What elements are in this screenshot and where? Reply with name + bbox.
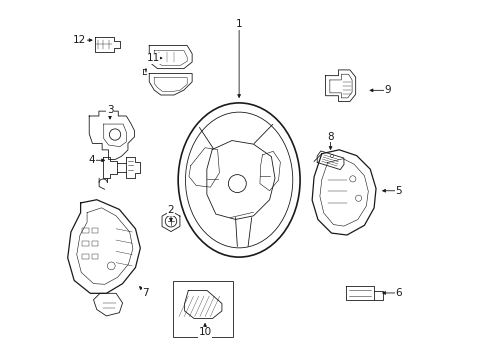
Text: 8: 8 (326, 132, 333, 142)
Polygon shape (188, 148, 219, 187)
Text: 5: 5 (395, 186, 401, 196)
Polygon shape (206, 140, 274, 220)
Polygon shape (325, 70, 355, 102)
Bar (92, 241, 98, 246)
Polygon shape (260, 151, 280, 191)
Polygon shape (317, 151, 343, 170)
Polygon shape (184, 291, 222, 319)
Ellipse shape (185, 112, 292, 248)
Polygon shape (103, 157, 117, 178)
Bar (92, 228, 98, 233)
Polygon shape (149, 45, 192, 69)
Polygon shape (126, 157, 140, 178)
Text: 4: 4 (89, 155, 95, 165)
Text: 12: 12 (73, 35, 86, 45)
Text: 3: 3 (106, 105, 113, 115)
Text: 10: 10 (198, 327, 211, 337)
Bar (173, 281, 233, 337)
Text: 11: 11 (146, 53, 160, 63)
Text: 2: 2 (167, 206, 174, 216)
Bar (82, 241, 88, 246)
Polygon shape (311, 150, 375, 235)
Bar (82, 228, 88, 233)
Text: 7: 7 (142, 288, 149, 298)
Text: 6: 6 (395, 288, 401, 298)
Bar (92, 254, 98, 259)
Polygon shape (162, 211, 180, 231)
Polygon shape (94, 37, 120, 52)
Text: 1: 1 (235, 19, 242, 29)
Polygon shape (93, 293, 122, 316)
Polygon shape (346, 286, 383, 300)
Polygon shape (89, 111, 134, 159)
Polygon shape (67, 200, 140, 293)
Text: 9: 9 (384, 85, 390, 95)
Polygon shape (149, 73, 192, 95)
Bar (82, 254, 88, 259)
